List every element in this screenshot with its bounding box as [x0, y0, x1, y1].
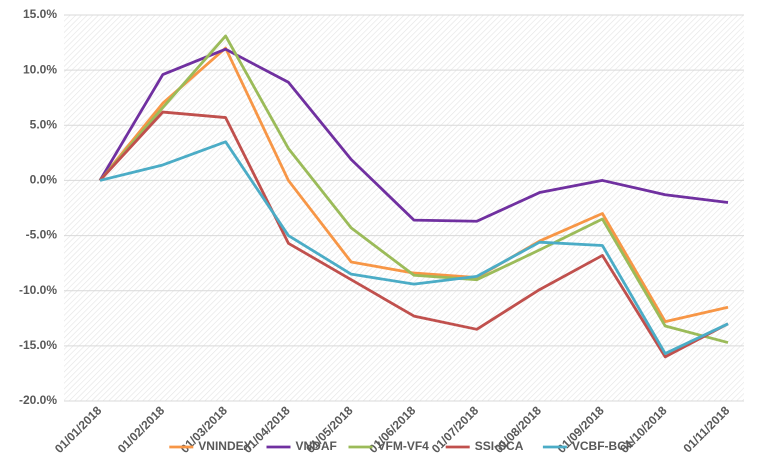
y-tick-label: 10.0%: [23, 62, 57, 76]
legend-label: VNINDEX: [198, 439, 251, 453]
legend-label: VCBF-BCF: [572, 439, 633, 453]
y-tick-label: -5.0%: [26, 228, 58, 242]
y-tick-label: -15.0%: [19, 338, 57, 352]
series-line: [98, 47, 729, 223]
plot-area: [64, 15, 744, 401]
y-tick-label: 15.0%: [23, 7, 57, 21]
x-tick-label: 01/02/2018: [115, 403, 168, 456]
legend-label: VNDAF: [296, 439, 337, 453]
y-tick-label: -20.0%: [19, 393, 57, 407]
series-line: [98, 46, 729, 323]
legend-label: VFM-VF4: [378, 439, 430, 453]
x-tick-label: 01/11/2018: [680, 403, 732, 455]
y-tick-label: -10.0%: [19, 283, 57, 297]
series-line: [98, 110, 729, 359]
y-tick-label: 5.0%: [30, 117, 58, 131]
y-tick-label: 0.0%: [30, 173, 58, 187]
series-line: [99, 140, 729, 355]
x-tick-label: 01/01/2018: [52, 403, 105, 456]
series-line: [98, 34, 729, 344]
legend-label: SSI-SCA: [475, 439, 524, 453]
